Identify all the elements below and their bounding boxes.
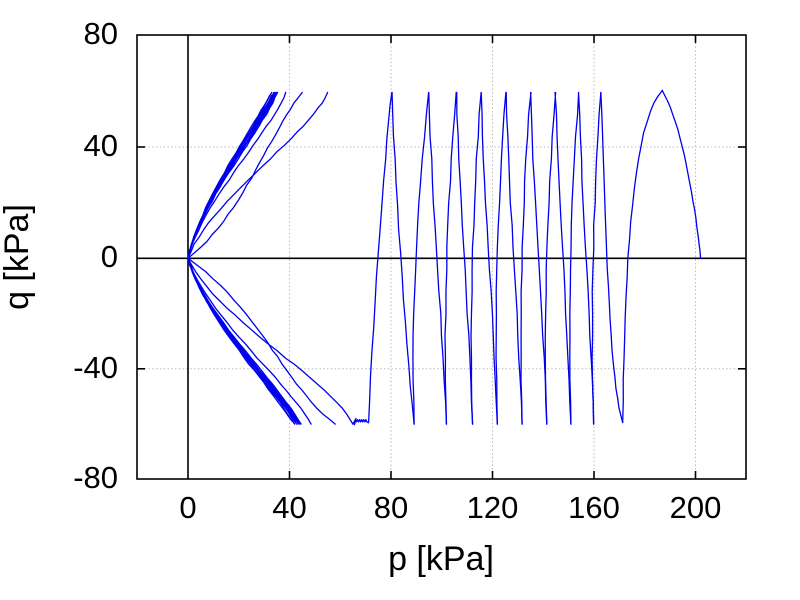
- svg-text:160: 160: [568, 490, 620, 525]
- svg-text:p [kPa]: p [kPa]: [388, 540, 494, 578]
- svg-text:q [kPa]: q [kPa]: [0, 204, 36, 310]
- svg-text:80: 80: [374, 490, 408, 525]
- svg-text:200: 200: [670, 490, 722, 525]
- svg-text:120: 120: [467, 490, 519, 525]
- svg-text:80: 80: [84, 16, 118, 51]
- svg-text:0: 0: [179, 490, 196, 525]
- svg-text:0: 0: [101, 239, 118, 274]
- svg-text:40: 40: [84, 128, 118, 163]
- svg-text:-40: -40: [73, 350, 118, 385]
- svg-text:40: 40: [272, 490, 306, 525]
- svg-text:-80: -80: [73, 460, 118, 495]
